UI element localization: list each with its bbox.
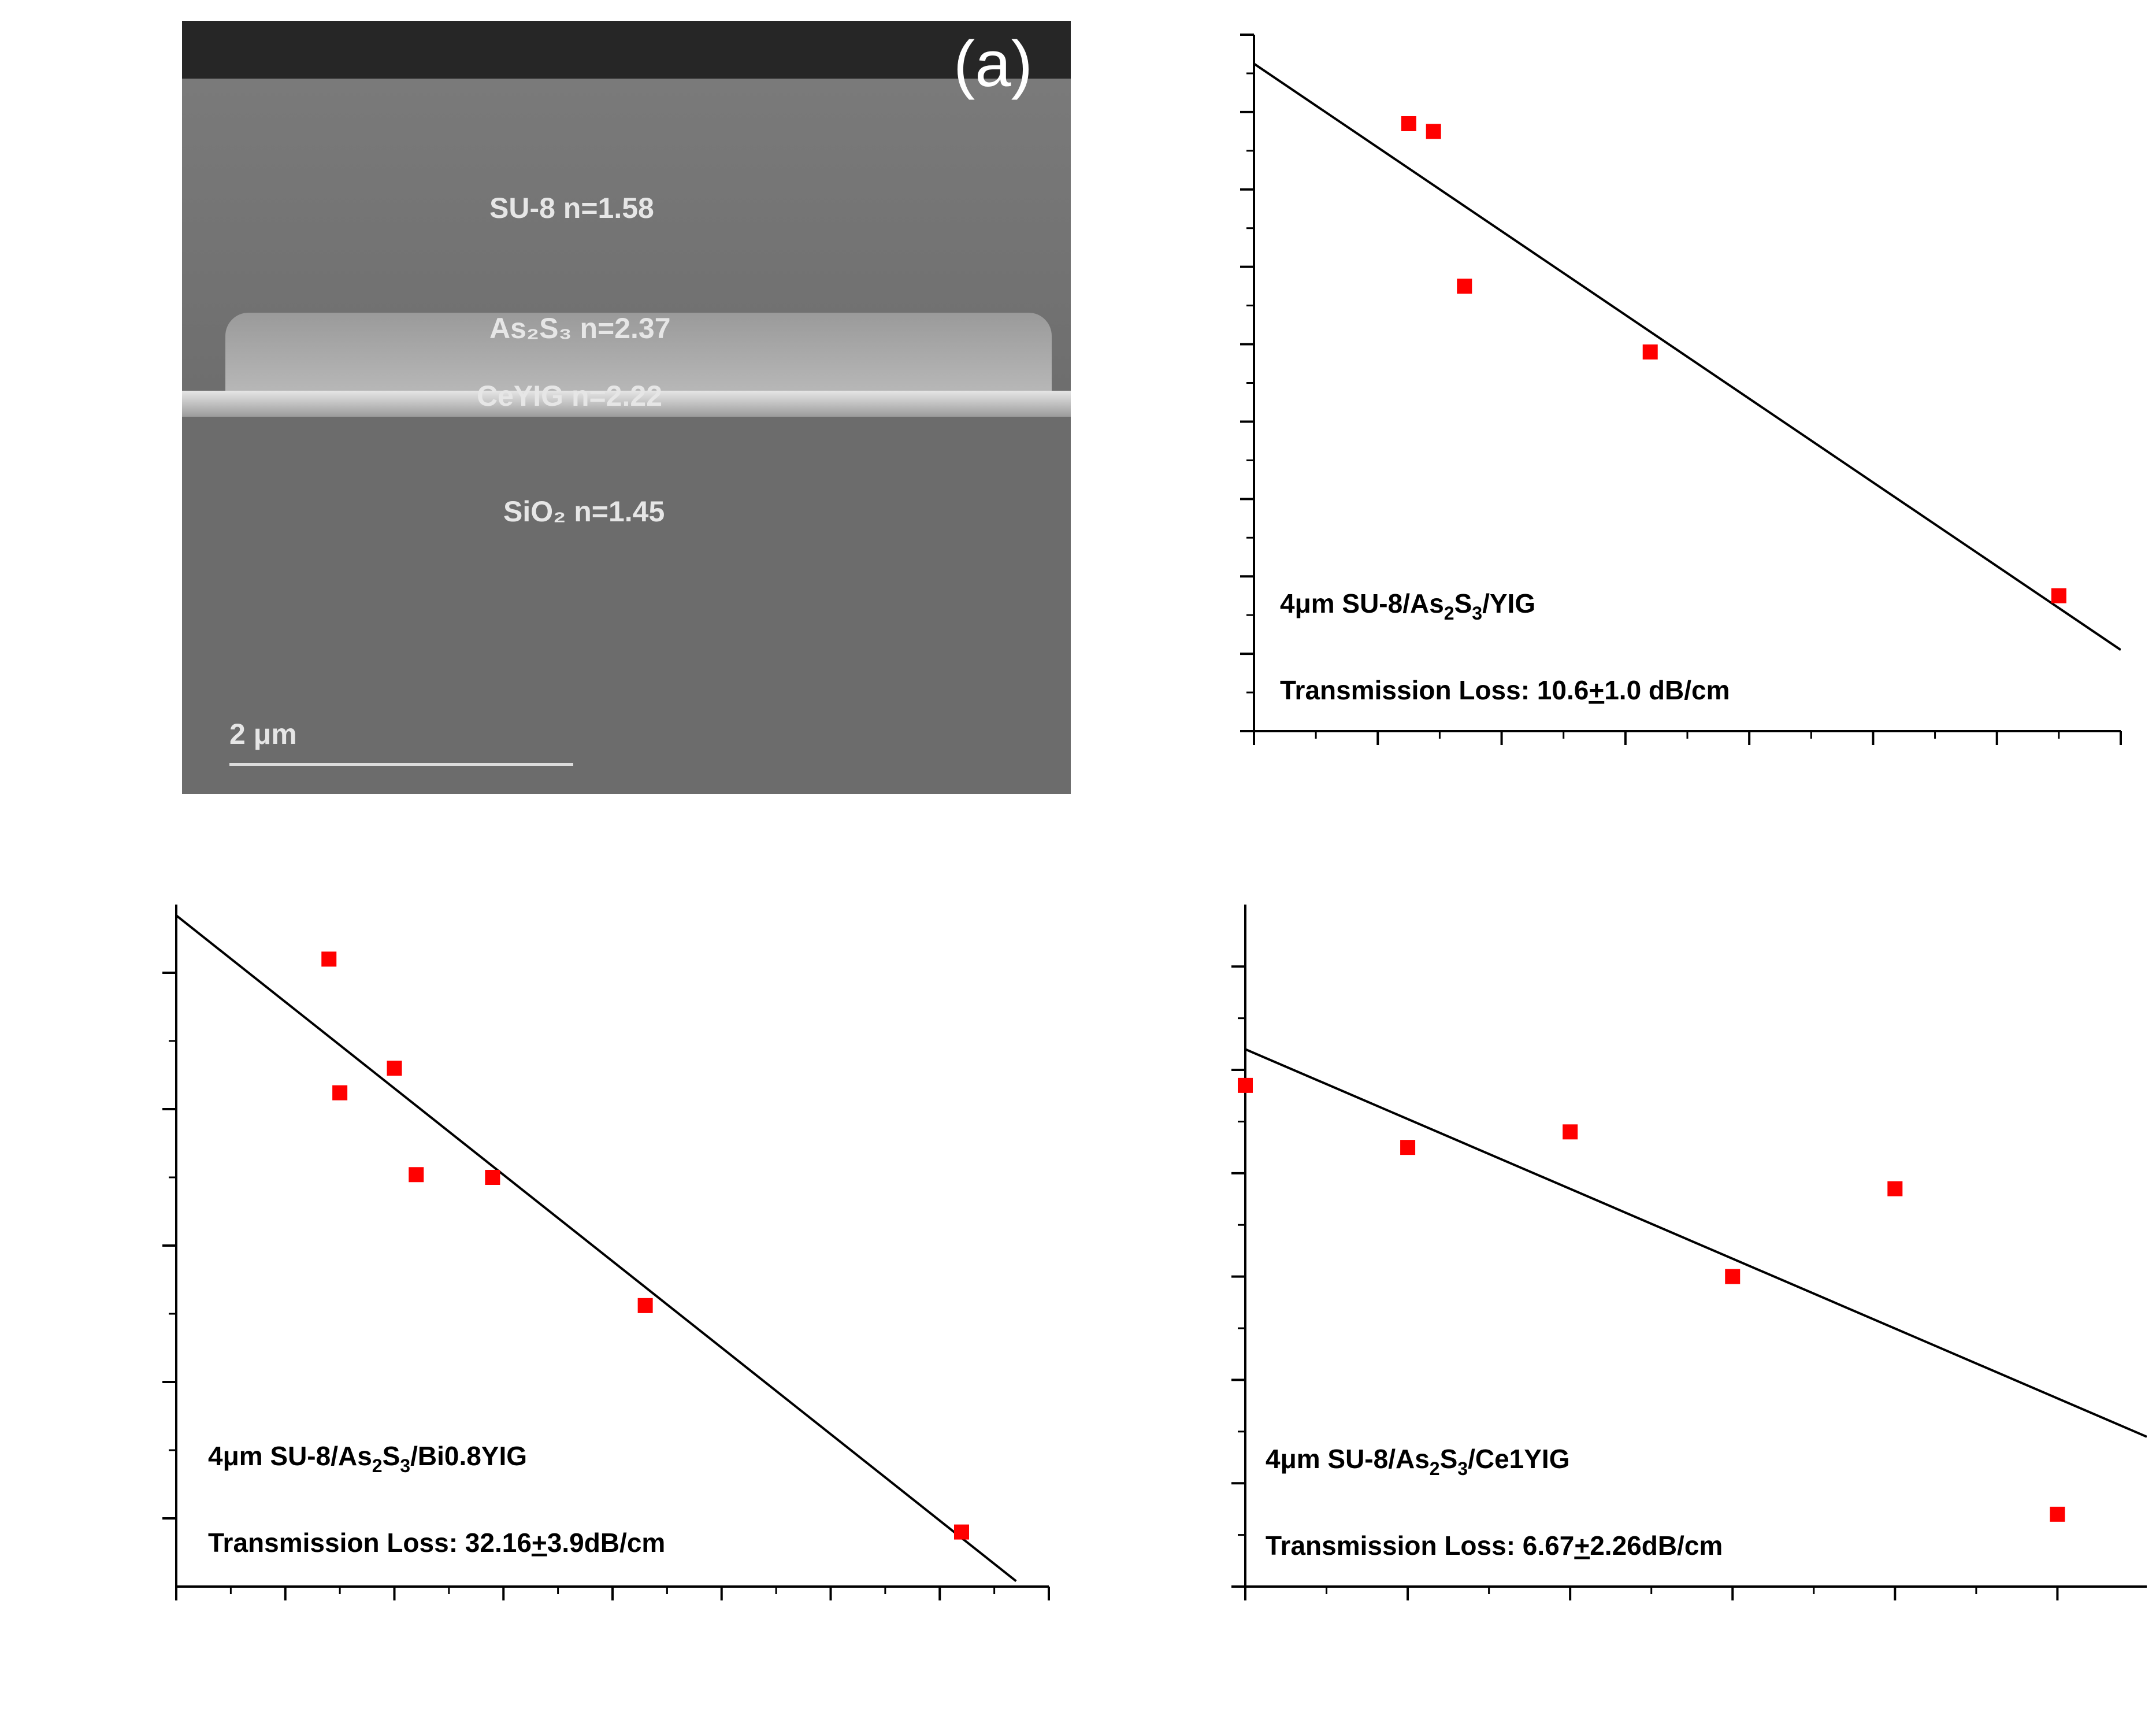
panel-a-letter: (a)	[953, 28, 1033, 100]
annotation-loss: Transmission Loss: 32.16+3.9dB/cm	[208, 1528, 665, 1558]
ceyig-layer	[182, 391, 1071, 417]
data-point	[1887, 1181, 1903, 1196]
chart-d: 4μm SU-8/As2S3/Ce1YIG Transmission Loss: …	[1231, 905, 2147, 1600]
annotation-sample: 4μm SU-8/As2S3/Bi0.8YIG	[208, 1441, 527, 1476]
sio2-label: SiO₂ n=1.45	[503, 495, 665, 528]
su8-label: SU-8 n=1.58	[489, 192, 654, 224]
data-point	[1725, 1269, 1741, 1284]
data-point	[1563, 1124, 1578, 1140]
data-point	[2050, 1506, 2065, 1522]
data-point	[332, 1085, 348, 1100]
annotation-loss: Transmission Loss: 10.6+1.0 dB/cm	[1280, 675, 1730, 705]
data-point	[409, 1167, 424, 1183]
scale-bar	[229, 763, 573, 766]
fit-line	[1254, 62, 2121, 651]
as2s3-core	[225, 313, 1052, 394]
sem-image-panel: (a) SU-8 n=1.58 As₂S₃ n=2.37 CeYIG n=2.2…	[182, 21, 1071, 794]
annotation-loss: Transmission Loss: 6.67+2.26dB/cm	[1266, 1531, 1723, 1561]
sem-top-band	[182, 21, 1071, 79]
fit-line	[176, 914, 1017, 1583]
data-point	[1642, 344, 1658, 360]
fit-line	[1245, 1048, 2147, 1438]
data-point	[1400, 1140, 1416, 1155]
annotation-sample: 4μm SU-8/As2S3/YIG	[1280, 588, 1535, 624]
chart-b: 4μm SU-8/As2S3/YIG Transmission Loss: 10.…	[1240, 34, 2122, 745]
data-point	[1401, 116, 1416, 131]
data-point	[954, 1524, 969, 1540]
annotation-sample: 4μm SU-8/As2S3/Ce1YIG	[1266, 1444, 1570, 1479]
data-point	[485, 1170, 500, 1185]
data-point	[1238, 1077, 1253, 1093]
ceyig-label: CeYIG n=2.22	[477, 380, 662, 412]
data-point	[637, 1298, 653, 1313]
data-point	[387, 1061, 402, 1076]
chart-c: 4μm SU-8/As2S3/Bi0.8YIG Transmission Loss…	[162, 905, 1050, 1600]
data-point	[1426, 124, 1441, 139]
data-point	[1457, 279, 1472, 294]
data-point	[2051, 588, 2066, 603]
data-point	[321, 951, 337, 967]
sio2-layer	[182, 417, 1071, 794]
scale-bar-label: 2 μm	[229, 718, 297, 750]
as2s3-label: As₂S₃ n=2.37	[489, 312, 671, 344]
